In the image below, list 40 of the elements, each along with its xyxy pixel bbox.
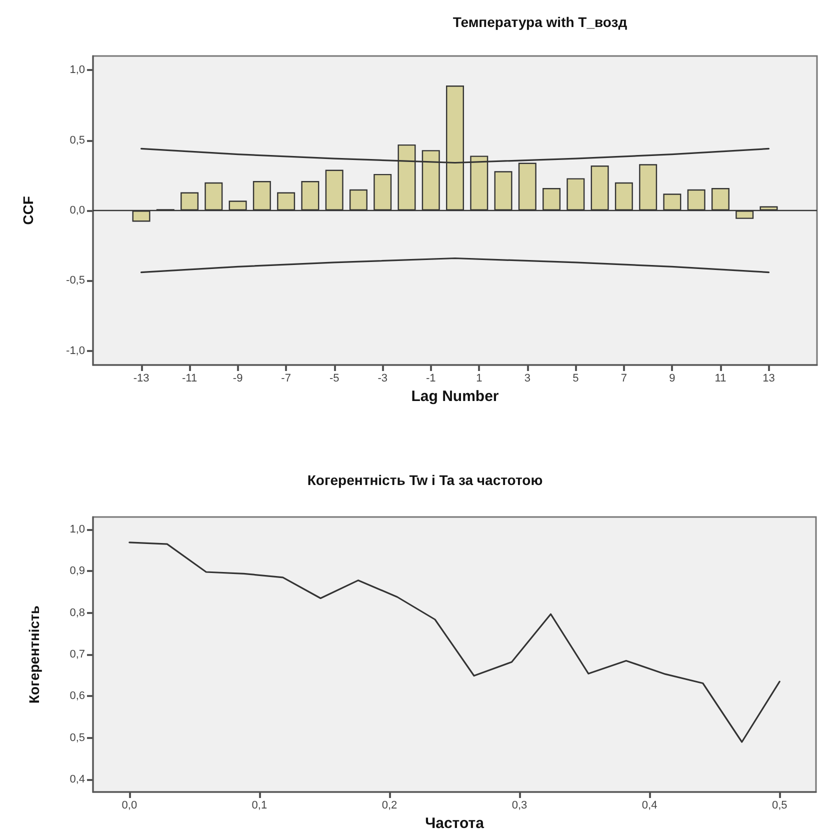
y-tick-label: -1,0: [66, 344, 85, 357]
y-tick-label: 0,4: [70, 774, 85, 786]
x-tick-label: -7: [281, 372, 291, 384]
x-tick-label: -1: [426, 372, 436, 384]
x-tick-label: 0,4: [642, 800, 658, 812]
x-tick-label: 5: [572, 372, 579, 384]
y-tick-label: 1,0: [70, 64, 85, 76]
x-tick-label: 1: [476, 372, 482, 384]
chart-title: Когерентність Tw i Ta за частотою: [307, 472, 543, 488]
y-tick-label: 0,9: [70, 565, 85, 578]
x-tick-label: 3: [524, 372, 530, 384]
x-tick-label: 9: [669, 372, 676, 384]
x-tick-label: 7: [620, 372, 627, 384]
x-tick-label: -13: [133, 372, 150, 384]
x-tick-label: 0,2: [382, 800, 398, 812]
x-tick-label: -5: [329, 372, 340, 384]
y-axis-title: Когерентність: [26, 605, 42, 704]
x-axis-title: Lag Number: [411, 388, 499, 405]
x-tick-label: -3: [378, 372, 388, 384]
y-axis-title: CCF: [20, 196, 36, 225]
x-tick-label: 0,1: [252, 800, 268, 812]
y-tick-label: 1,0: [70, 524, 85, 536]
y-tick-label: -0,5: [66, 274, 85, 287]
y-tick-label: 0,6: [70, 690, 85, 702]
y-tick-label: 0,5: [70, 732, 85, 744]
x-tick-label: -9: [232, 372, 243, 384]
chart-title: Температура with T_возд: [452, 14, 628, 30]
x-tick-label: 0,5: [772, 800, 788, 812]
x-tick-label: 11: [714, 372, 726, 384]
x-axis-title: Частота: [425, 814, 485, 832]
x-tick-label: 0,3: [512, 800, 528, 812]
y-tick-label: 0,8: [70, 606, 85, 619]
x-tick-label: 13: [762, 372, 775, 384]
line-series: [128, 542, 780, 743]
x-tick-label: 0,0: [122, 800, 138, 812]
y-tick-label: 0,5: [70, 134, 85, 146]
line-series: [140, 257, 770, 274]
y-tick-label: 0,0: [70, 204, 85, 216]
x-tick-label: -11: [182, 372, 198, 384]
y-tick-label: 0,7: [70, 648, 85, 660]
